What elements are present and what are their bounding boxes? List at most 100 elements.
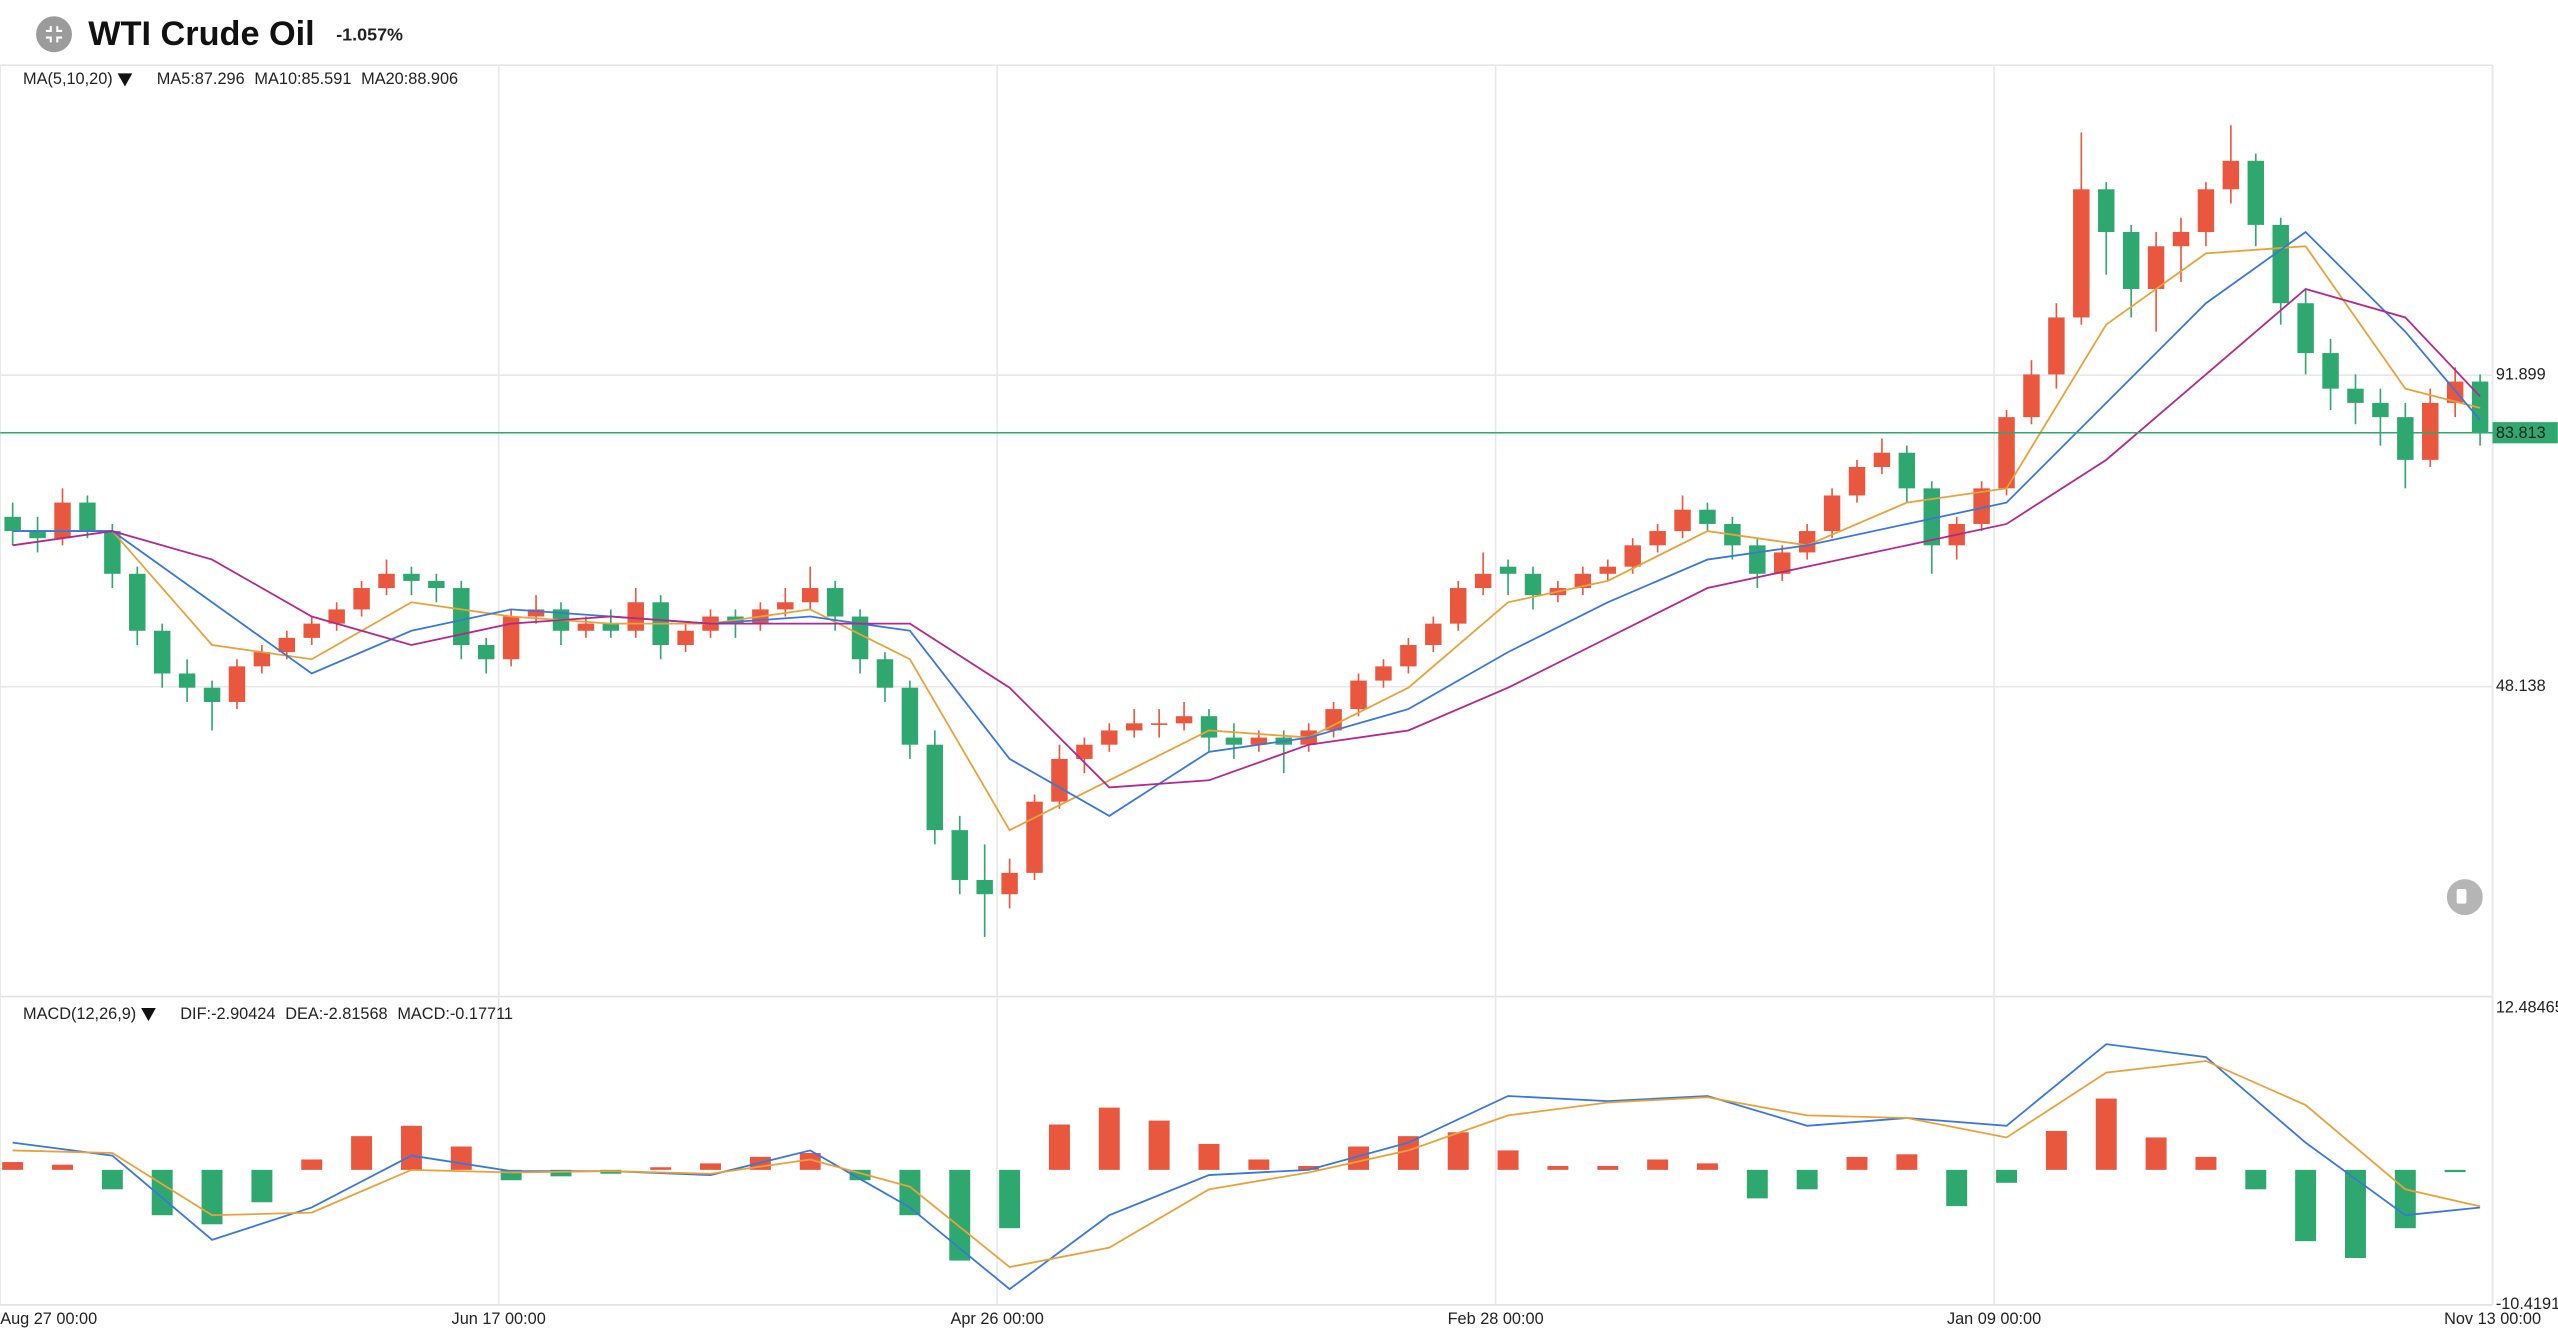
- macd-bar: [1746, 1169, 1768, 1199]
- macd-bar: [400, 1125, 422, 1170]
- candle-body: [129, 573, 146, 631]
- candle-body: [1425, 623, 1442, 646]
- candle-body: [1848, 466, 1866, 496]
- macd-bar: [2, 1162, 24, 1170]
- candle-body: [2397, 417, 2414, 460]
- candle-body: [1076, 744, 1093, 759]
- macd-bar: [301, 1159, 323, 1170]
- candle-body: [1150, 723, 1168, 725]
- macd-bar: [1547, 1165, 1569, 1170]
- macd-bar: [650, 1167, 672, 1170]
- candle-body: [2322, 353, 2339, 389]
- candle-body: [1001, 872, 1018, 895]
- macd-bar: [1597, 1165, 1619, 1170]
- macd-bar: [101, 1169, 123, 1190]
- candle-body: [577, 623, 595, 631]
- candle-body: [104, 531, 121, 574]
- candle-body: [29, 531, 46, 539]
- candle-body: [1873, 452, 1891, 467]
- candle-body: [1674, 509, 1691, 532]
- legend-entry: MACD:-0.17711: [397, 1005, 513, 1023]
- candle-body: [2197, 189, 2215, 233]
- x-tick-label: Jun 17 00:00: [452, 1310, 546, 1328]
- candle-body: [1599, 566, 1616, 574]
- candle-body: [1051, 758, 1068, 802]
- macd-bar: [1497, 1150, 1519, 1170]
- candle-body: [1749, 545, 1766, 574]
- x-tick-label: Apr 26 00:00: [950, 1310, 1043, 1328]
- candle-body: [1125, 723, 1143, 731]
- x-tick-label: Nov 13 00:00: [2444, 1310, 2541, 1328]
- candle-body: [951, 830, 968, 880]
- y-tick-label: -10.4191: [2496, 1295, 2558, 1313]
- macd-bar: [2345, 1169, 2366, 1258]
- macd-bar: [251, 1169, 273, 1203]
- candle-body: [2347, 388, 2364, 403]
- macd-bar: [1348, 1146, 1370, 1170]
- last-price-tag: [2492, 422, 2558, 444]
- candle-body: [303, 623, 320, 638]
- candle-body: [178, 673, 196, 688]
- candle-body: [1101, 730, 1118, 745]
- last-price-label: 83.813: [2496, 424, 2546, 442]
- candle-body: [153, 630, 171, 674]
- macd-bar: [1298, 1165, 1320, 1170]
- candle-body: [1823, 495, 1841, 532]
- macd-bar: [2394, 1169, 2416, 1229]
- candle-body: [1699, 509, 1716, 524]
- dropdown-arrow: [117, 73, 133, 87]
- candle-body: [1250, 737, 1268, 745]
- macd-bar: [52, 1164, 73, 1170]
- y-tick-label: 91.899: [2496, 365, 2546, 383]
- legend: 48.138 91.899 83.813 MA(5,10,20) MA5:87.296 M…: [0, 70, 2558, 1328]
- candle-body: [2247, 160, 2265, 225]
- candle-body: [851, 616, 869, 660]
- chart-title: WTI Crude Oil: [88, 15, 314, 53]
- x-tick-label: Jan 09 00:00: [1947, 1310, 2041, 1328]
- candle-body: [1624, 545, 1641, 567]
- candle-body: [2422, 402, 2439, 460]
- macd-bar: [1048, 1124, 1070, 1170]
- legend-entry: DIF:-2.90424: [180, 1005, 275, 1023]
- candle-body: [602, 623, 620, 631]
- plot-area: [0, 125, 2493, 1291]
- candle-body: [253, 652, 271, 667]
- candle-body: [2222, 160, 2240, 190]
- candle-body: [2272, 224, 2289, 304]
- candle-body: [976, 879, 993, 895]
- indicator-line: [12, 1043, 2481, 1291]
- candle-body: [2122, 232, 2140, 289]
- candle-body: [1798, 531, 1816, 553]
- indicator-line: [12, 230, 2481, 817]
- candle-body: [1225, 737, 1243, 745]
- candle-body: [677, 630, 694, 646]
- candle-body: [4, 516, 21, 532]
- candle-body: [2098, 189, 2115, 233]
- menu-icon[interactable]: [36, 16, 72, 53]
- x-tick-label: Aug 27 00:00: [0, 1310, 97, 1328]
- candle-body: [2147, 246, 2165, 289]
- candle-body: [502, 616, 520, 660]
- macd-bar: [450, 1146, 472, 1170]
- legend-entry: DEA:-2.81568: [285, 1005, 387, 1023]
- macd-bar: [1397, 1136, 1419, 1170]
- candle-body: [2172, 232, 2190, 247]
- candle-body: [203, 687, 221, 702]
- candle-body: [1175, 716, 1193, 724]
- candle-body: [2372, 402, 2389, 418]
- x-tick-label: Feb 28 00:00: [1448, 1310, 1544, 1328]
- macd-bar: [2145, 1137, 2167, 1170]
- candle-body: [1450, 588, 1467, 624]
- candle-body: [801, 588, 819, 603]
- macd-bar: [1946, 1169, 1968, 1207]
- icon-circle: [36, 16, 72, 53]
- screenshot-button[interactable]: [2446, 879, 2483, 916]
- macd-bar: [849, 1169, 871, 1181]
- macd-bar: [999, 1169, 1021, 1229]
- macd-bar: [1148, 1120, 1170, 1170]
- candle-body: [1774, 552, 1791, 574]
- legend-entry: MA20:88.906: [361, 70, 458, 88]
- candle-body: [353, 588, 370, 610]
- candle-body: [2048, 317, 2065, 375]
